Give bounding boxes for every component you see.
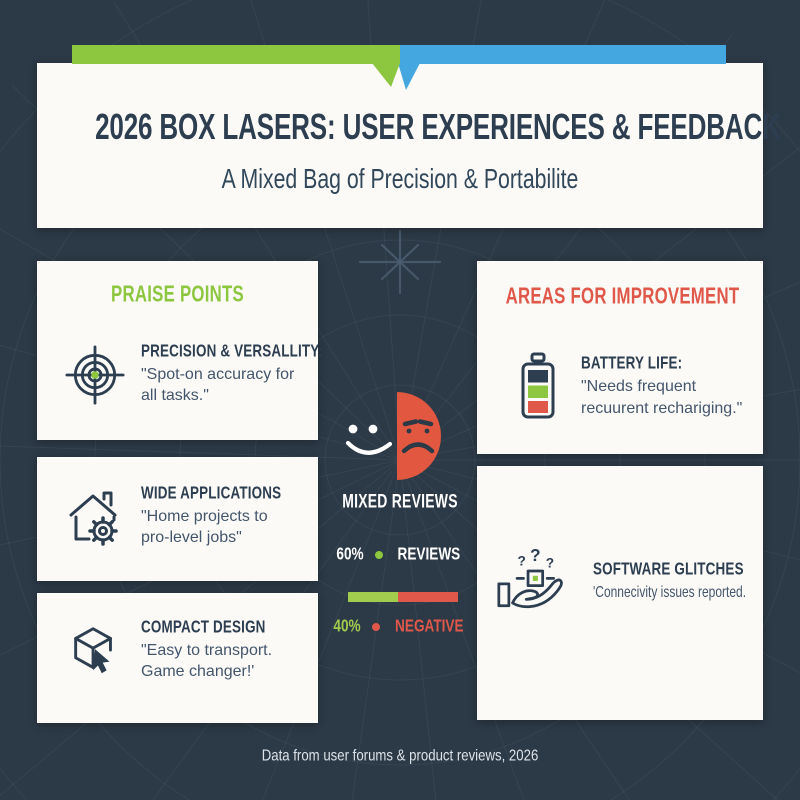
battery-icon: [503, 351, 573, 423]
improvement-heading: AREAS FOR IMPROVEMENT: [505, 283, 740, 310]
positive-stat: 60% REVIEWS: [300, 545, 500, 564]
mixed-face-icon: [345, 392, 441, 480]
ribbon-green: [72, 45, 400, 64]
improvement-card: ? ? ? SOFTWARE GLITCHES 'Connecivity iss…: [477, 466, 763, 720]
praise-heading: PRAISE POINTS: [111, 281, 244, 308]
list-item: PRECISION & VERSALLITY: "Spot-on accurac…: [37, 342, 323, 406]
page-subtitle: A Mixed Bag of Precision & Portabilite: [221, 163, 579, 195]
feature-title: COMPACT DESIGN: [141, 618, 266, 637]
positive-label: REVIEWS: [397, 545, 461, 564]
list-item: COMPACT DESIGN "Easy to transport. Game …: [37, 593, 318, 682]
feature-text: BATTERY LIFE: "Needs frequent recuurent …: [581, 354, 743, 418]
feature-quote: "Home projects to pro-level jobs": [141, 508, 268, 547]
footer-source-text: Data from user forums & product reviews,…: [261, 746, 539, 765]
page-title: 2026 BOX LASERS: USER EXPERIENCES & FEED…: [95, 105, 781, 148]
house-gear-icon: [59, 487, 131, 547]
feature-text: WIDE APPLICATIONS "Home projects to pro-…: [141, 484, 308, 548]
feature-quote: "Spot-on accuracy for all tasks.": [141, 366, 295, 405]
negative-stat: 40% NEGATIVE: [300, 617, 500, 636]
feature-quote: "Needs frequent recuurent rechariging.": [581, 378, 743, 417]
svg-text:?: ?: [530, 545, 541, 565]
feature-quote: "Easy to transport. Game changer!': [141, 642, 273, 681]
green-dot-icon: [375, 551, 384, 559]
target-icon: [59, 345, 131, 405]
hand-question-icon: ? ? ?: [497, 542, 581, 622]
negative-percent: 40%: [333, 617, 361, 636]
feature-title: SOFTWARE GLITCHES: [593, 560, 744, 579]
feature-text: COMPACT DESIGN "Easy to transport. Game …: [141, 618, 289, 682]
box-cursor-icon: [59, 623, 131, 679]
list-item: ? ? ? SOFTWARE GLITCHES 'Connecivity iss…: [477, 466, 763, 622]
feature-title: PRECISION & VERSALLITY:: [141, 342, 324, 361]
feature-quote: 'Connecivity issues reported.: [593, 583, 747, 601]
red-dot-icon: [371, 623, 380, 631]
review-split-bar: [348, 592, 458, 602]
negative-label: NEGATIVE: [394, 617, 464, 636]
feature-text: PRECISION & VERSALLITY: "Spot-on accurac…: [141, 342, 358, 406]
mixed-reviews-label: MIXED REVIEWS: [342, 490, 458, 513]
list-item: WIDE APPLICATIONS "Home projects to pro-…: [37, 457, 318, 548]
ribbon-blue: [400, 45, 726, 64]
bar-negative-segment: [397, 592, 458, 602]
feature-text: SOFTWARE GLITCHES 'Connecivity issues re…: [593, 560, 797, 603]
feature-title: BATTERY LIFE:: [581, 354, 683, 374]
feature-title: WIDE APPLICATIONS: [141, 484, 282, 503]
positive-percent: 60%: [336, 545, 364, 564]
starburst-icon: [358, 229, 442, 295]
improvement-card: AREAS FOR IMPROVEMENT BATTERY LIFE: "Nee…: [477, 261, 763, 454]
ribbon-notch: [372, 63, 420, 90]
svg-text:?: ?: [517, 554, 525, 569]
header-card: 2026 BOX LASERS: USER EXPERIENCES & FEED…: [37, 63, 781, 228]
praise-card: WIDE APPLICATIONS "Home projects to pro-…: [37, 457, 318, 581]
praise-card: PRAISE POINTS PRECISION & VERSALLITY: "S…: [37, 261, 323, 440]
bar-positive-segment: [348, 592, 398, 602]
svg-text:?: ?: [546, 555, 554, 570]
list-item: BATTERY LIFE: "Needs frequent recuurent …: [477, 351, 763, 423]
praise-card: COMPACT DESIGN "Easy to transport. Game …: [37, 593, 318, 723]
